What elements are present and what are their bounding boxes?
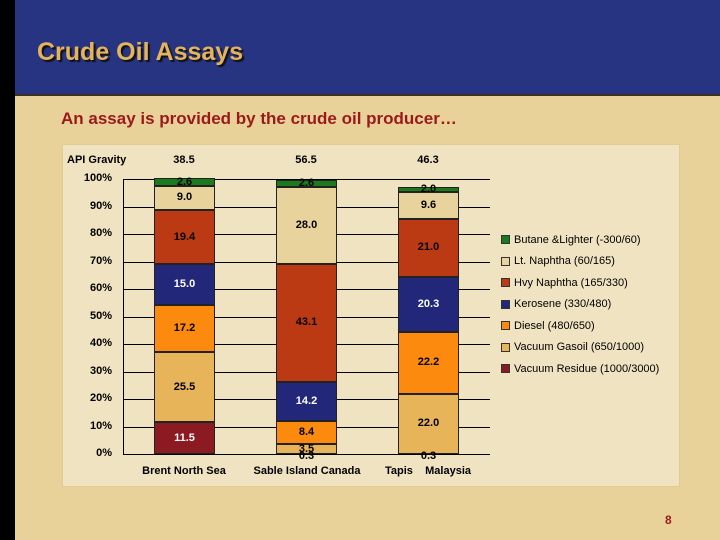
legend-label: Hvy Naphtha (165/330) — [514, 276, 628, 289]
bar-segment: 21.0 — [398, 218, 459, 277]
y-tick-label: 20% — [89, 392, 112, 404]
slide-header: Crude Oil Assays — [15, 0, 720, 96]
left-edge-strip — [0, 0, 15, 540]
bar-segment: 2.6 — [154, 176, 215, 187]
legend-label: Vacuum Residue (1000/3000) — [514, 362, 660, 375]
gridline — [124, 179, 490, 180]
bar-segment: 22.0 — [398, 393, 459, 454]
api-gravity-tapis: 46.3 — [417, 154, 439, 166]
y-tick-label: 80% — [89, 227, 112, 239]
chart-legend: Butane &Lighter (-300/60) Lt. Naphtha (60… — [501, 229, 659, 380]
bar-segment: 14.2 — [276, 382, 337, 422]
legend-item: Diesel (480/650) — [501, 315, 659, 337]
y-tick-label: 10% — [89, 419, 112, 432]
small-value-label: 0.3 — [420, 450, 437, 462]
bar-segment: 8.4 — [276, 421, 337, 445]
bar-segment: 2.0 — [398, 184, 459, 194]
legend-label: Diesel (480/650) — [514, 319, 595, 332]
legend-item: Vacuum Residue (1000/3000) — [501, 358, 659, 380]
api-gravity-brent: 38.5 — [173, 154, 195, 166]
legend-item: Hvy Naphtha (165/330) — [501, 272, 659, 294]
y-tick-label: 90% — [89, 199, 112, 212]
bar-segment: 2.6 — [276, 177, 337, 188]
legend-item: Lt. Naphtha (60/165) — [501, 251, 659, 273]
bar-segment: 15.0 — [154, 263, 215, 305]
bar-segment: 28.0 — [276, 186, 337, 264]
bar-stack: 3.5 8.4 14.2 43.1 28.0 2.6 — [276, 177, 337, 454]
x-label-tapis: Tapis Malaysia — [384, 465, 471, 477]
bar-stack: 22.0 22.2 20.3 21.0 9.6 2.0 — [398, 179, 459, 454]
bar-segment: 17.2 — [154, 304, 215, 353]
legend-item: Butane &Lighter (-300/60) — [501, 229, 659, 251]
y-tick-label: 60% — [89, 282, 112, 294]
slide-title: Crude Oil Assays — [37, 38, 244, 66]
legend-label: Butane &Lighter (-300/60) — [514, 233, 641, 246]
legend-swatch-icon — [501, 364, 510, 374]
bar-segment: 3.5 — [276, 443, 337, 454]
legend-item: Kerosene (330/480) — [501, 294, 659, 316]
y-tick-label: 40% — [89, 337, 112, 349]
page-number: 8 — [665, 513, 672, 527]
bar-segment: 43.1 — [276, 263, 337, 383]
bar-segment: 19.4 — [154, 210, 215, 264]
api-gravity-label: API Gravity — [67, 154, 127, 166]
legend-label: Vacuum Gasoil (650/1000) — [514, 341, 645, 354]
bar-segment: 22.2 — [398, 332, 459, 394]
bar-segment: 25.5 — [154, 352, 215, 423]
x-label-brent: Brent North Sea — [142, 465, 226, 477]
y-tick-label: 70% — [89, 254, 112, 267]
legend-label: Kerosene (330/480) — [514, 298, 612, 311]
legend-item: Vacuum Gasoil (650/1000) — [501, 337, 659, 359]
api-gravity-sable: 56.5 — [295, 154, 317, 166]
bar-segment: 11.5 — [154, 422, 215, 454]
y-tick-label: 30% — [89, 364, 112, 377]
legend-label: Lt. Naphtha (60/165) — [514, 255, 615, 268]
legend-swatch-icon — [501, 235, 510, 245]
legend-swatch-icon — [501, 321, 510, 331]
x-label-sable: Sable Island Canada — [253, 465, 361, 477]
y-tick-label: 0% — [96, 447, 112, 459]
legend-swatch-icon — [501, 256, 510, 266]
legend-swatch-icon — [501, 342, 510, 352]
y-tick-label: 100% — [83, 172, 112, 184]
bar-stack: 11.5 25.5 17.2 15.0 19.4 9.0 2.6 — [154, 176, 215, 454]
bar-segment: 9.0 — [154, 185, 215, 211]
legend-swatch-icon — [501, 278, 510, 288]
slide-subtitle: An assay is provided by the crude oil pr… — [61, 109, 457, 128]
y-tick-label: 50% — [89, 309, 112, 322]
legend-swatch-icon — [501, 299, 510, 309]
bar-segment: 20.3 — [398, 276, 459, 333]
stacked-bar-plot: 11.5 25.5 17.2 15.0 19.4 9.0 2.6 3.5 8.4 14.2 43.1… — [123, 176, 490, 462]
small-value-label: 0.3 — [298, 450, 315, 462]
bar-segment: 9.6 — [398, 192, 459, 219]
